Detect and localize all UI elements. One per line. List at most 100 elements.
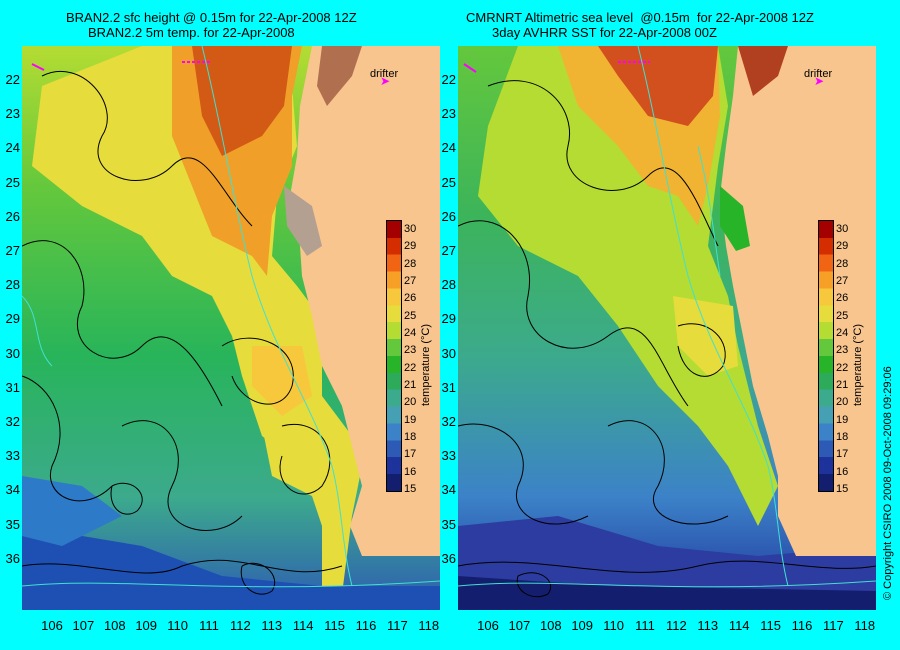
colorbar-tick-label: 23 — [404, 344, 417, 357]
right-latitude-label: 33 — [441, 448, 456, 464]
left-colorbar-title: temperature (°C) — [420, 323, 432, 406]
colorbar-tick-label: 28 — [404, 257, 417, 270]
colorbar-tick-label: 17 — [836, 448, 849, 461]
colorbar-tick-label: 25 — [836, 309, 849, 322]
colorbar-tick-label: 20 — [836, 396, 849, 409]
colorbar-tick-label: 18 — [836, 431, 849, 443]
colorbar-tick-label: 15 — [404, 483, 417, 495]
left-longitude-label: 111 — [199, 618, 219, 633]
right-map-panel: drifter ➤ temperature (°C) 30 29 28 27 26 25 2… — [458, 46, 876, 610]
left-latitude-label: 28 — [5, 277, 20, 293]
right-latitude-label: 26 — [441, 208, 456, 224]
right-longitude-label: 117 — [823, 618, 844, 633]
colorbar-tick-label: 26 — [404, 292, 417, 305]
right-longitude-label: 106 — [477, 618, 499, 633]
left-longitude-label: 109 — [135, 618, 158, 633]
left-longitude-label: 113 — [261, 618, 283, 633]
right-title-line2: 3day AVHRR SST for 22-Apr-2008 00Z — [492, 25, 717, 40]
left-latitude-label: 31 — [5, 379, 20, 395]
right-latitude-label: 36 — [441, 550, 456, 566]
right-latitude-label: 35 — [441, 516, 456, 532]
colorbar-tick-label: 22 — [836, 361, 849, 374]
left-drifter-label: drifter — [370, 68, 399, 80]
right-latitude-label: 23 — [441, 106, 456, 122]
left-longitude-label: 115 — [324, 618, 345, 633]
right-latitude-label: 24 — [441, 140, 456, 156]
colorbar-tick-label: 17 — [404, 448, 417, 461]
colorbar-tick-label: 29 — [836, 240, 849, 253]
right-latitude-label: 28 — [441, 277, 456, 293]
left-drifter-arrow-icon: ➤ — [380, 74, 391, 88]
colorbar-tick-label: 24 — [404, 327, 417, 339]
left-latitude-label: 30 — [5, 345, 20, 361]
right-longitude-label: 113 — [697, 618, 719, 633]
right-title-line1: CMRNRT Altimetric sea level @0.15m for 2… — [466, 10, 814, 25]
right-latitude-label: 34 — [441, 482, 456, 498]
left-colorbar — [386, 220, 402, 492]
right-longitude-label: 111 — [635, 618, 655, 633]
right-colorbar — [818, 220, 834, 492]
colorbar-tick-label: 16 — [836, 465, 849, 478]
left-latitude-label: 33 — [5, 448, 20, 464]
colorbar-tick-label: 16 — [404, 465, 417, 478]
right-longitude-label: 115 — [760, 618, 781, 633]
left-longitude-label: 114 — [292, 618, 314, 633]
left-latitude-label: 34 — [5, 482, 20, 498]
right-longitude-label: 114 — [728, 618, 750, 633]
left-longitude-label: 108 — [103, 618, 126, 633]
colorbar-tick-label: 22 — [404, 361, 417, 374]
right-longitude-label: 110 — [603, 618, 624, 633]
right-latitude-label: 27 — [441, 243, 456, 258]
left-longitude-label: 106 — [41, 618, 63, 633]
colorbar-tick-label: 27 — [836, 275, 849, 287]
colorbar-tick-label: 15 — [836, 483, 849, 495]
left-longitude-label: 116 — [355, 618, 377, 633]
colorbar-tick-label: 23 — [836, 344, 849, 357]
right-drifter-arrow-icon: ➤ — [814, 74, 825, 88]
left-title-line1: BRAN2.2 sfc height @ 0.15m for 22-Apr-20… — [66, 10, 357, 25]
right-latitude-label: 25 — [441, 174, 456, 190]
left-latitude-label: 23 — [5, 106, 20, 122]
colorbar-tick-label: 30 — [836, 223, 849, 235]
right-latitude-label: 22 — [441, 72, 456, 87]
right-longitude-label: 109 — [571, 618, 594, 633]
colorbar-tick-label: 21 — [836, 379, 849, 391]
right-longitude-label: 112 — [666, 618, 687, 633]
left-latitude-label: 32 — [5, 414, 20, 429]
right-longitude-label: 107 — [508, 618, 531, 633]
colorbar-tick-label: 26 — [836, 292, 849, 305]
colorbar-tick-label: 25 — [404, 309, 417, 322]
right-sst-map — [458, 46, 876, 610]
colorbar-tick-label: 24 — [836, 327, 849, 339]
colorbar-tick-label: 20 — [404, 396, 417, 409]
colorbar-tick-label: 27 — [404, 275, 417, 287]
colorbar-tick-label: 21 — [404, 379, 417, 391]
right-colorbar-title: temperature (°C) — [852, 323, 864, 406]
left-latitude-label: 24 — [5, 140, 20, 156]
right-latitude-label: 31 — [441, 379, 456, 395]
left-latitude-label: 22 — [5, 72, 20, 87]
left-longitude-label: 117 — [387, 618, 408, 633]
right-longitude-label: 118 — [854, 618, 876, 633]
left-longitude-label: 112 — [230, 618, 251, 633]
left-latitude-label: 27 — [5, 243, 20, 258]
left-latitude-label: 36 — [5, 550, 20, 566]
left-latitude-label: 35 — [5, 516, 20, 532]
left-latitude-label: 29 — [5, 311, 20, 327]
colorbar-tick-label: 28 — [836, 257, 849, 270]
right-longitude-label: 116 — [791, 618, 813, 633]
copyright-text: © Copyright CSIRO 2008 09-Oct-2008 09:29… — [882, 366, 894, 600]
left-latitude-label: 26 — [5, 208, 20, 224]
right-longitude-label: 108 — [539, 618, 562, 633]
colorbar-tick-label: 18 — [404, 431, 417, 443]
right-latitude-label: 32 — [441, 414, 456, 429]
left-longitude-label: 107 — [72, 618, 95, 633]
left-latitude-label: 25 — [5, 174, 20, 190]
left-longitude-label: 118 — [418, 618, 440, 633]
right-drifter-label: drifter — [804, 68, 833, 80]
colorbar-tick-label: 19 — [836, 413, 849, 426]
right-latitude-label: 29 — [441, 311, 456, 327]
left-map-panel: drifter ➤ temperature (°C) 30 29 28 27 26 25 2… — [22, 46, 440, 610]
left-longitude-label: 110 — [167, 618, 188, 633]
colorbar-tick-label: 30 — [404, 223, 417, 235]
